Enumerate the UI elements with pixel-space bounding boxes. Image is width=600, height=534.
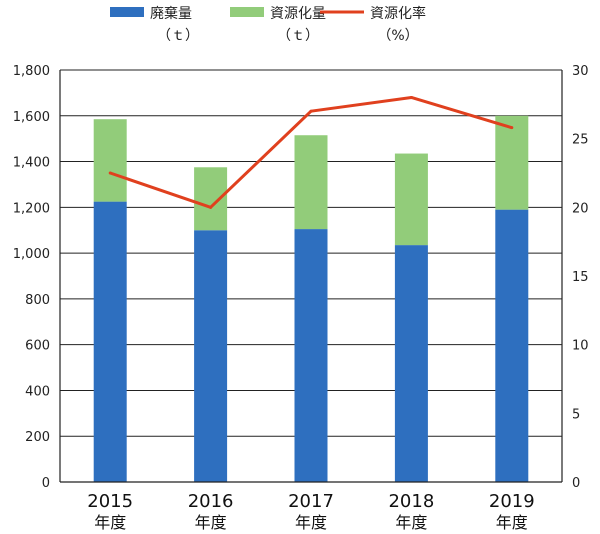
x-tick-label-suffix: 年度 bbox=[94, 513, 126, 532]
y-left-tick-label: 400 bbox=[25, 384, 50, 399]
y-right-tick-label: 25 bbox=[572, 133, 589, 148]
x-tick-label-suffix: 年度 bbox=[496, 513, 528, 532]
bar-waste bbox=[495, 209, 529, 482]
bar-recycled bbox=[194, 167, 228, 231]
legend-label: 廃棄量 bbox=[150, 5, 192, 22]
bar-recycled bbox=[394, 153, 428, 246]
x-tick-label-year: 2016 bbox=[188, 491, 234, 512]
bar-waste bbox=[394, 245, 428, 482]
y-right-tick-label: 5 bbox=[572, 407, 580, 422]
axes: 0 200 400 600 800 1,000 1,200 1,400 1,600 1,800 0 5… bbox=[13, 64, 589, 532]
x-tick-label-year: 2019 bbox=[489, 491, 535, 512]
bar-recycled bbox=[93, 119, 127, 202]
y-right-tick-label: 0 bbox=[572, 476, 580, 491]
legend: 廃棄量 （ｔ） 資源化量 （ｔ） 資源化率 （%） bbox=[110, 5, 426, 44]
rate-point bbox=[209, 205, 213, 209]
y-left-tick-label: 0 bbox=[42, 476, 50, 491]
y-right-tick-label: 10 bbox=[572, 339, 589, 354]
x-tick-label-year: 2015 bbox=[87, 491, 133, 512]
bar-recycled bbox=[495, 115, 529, 210]
legend-label: 資源化量 bbox=[270, 6, 326, 22]
x-tick-label-year: 2018 bbox=[388, 491, 434, 512]
bar-recycled bbox=[294, 135, 328, 230]
y-left-tick-label: 1,800 bbox=[13, 64, 50, 79]
legend-swatch bbox=[230, 7, 264, 17]
legend-label: 資源化率 bbox=[370, 5, 426, 22]
y-left-tick-label: 600 bbox=[25, 339, 50, 354]
x-tick-label-suffix: 年度 bbox=[395, 513, 427, 532]
y-left-tick-label: 1,400 bbox=[13, 156, 50, 171]
x-tick-label-suffix: 年度 bbox=[195, 513, 227, 532]
legend-swatch bbox=[110, 7, 144, 17]
y-left-tick-label: 800 bbox=[25, 293, 50, 308]
bar-waste bbox=[93, 201, 127, 482]
y-right-tick-label: 30 bbox=[572, 64, 589, 79]
y-left-tick-label: 1,200 bbox=[13, 201, 50, 216]
rate-point bbox=[108, 171, 112, 175]
y-right-tick-label: 15 bbox=[572, 270, 589, 285]
bar-waste bbox=[294, 229, 328, 482]
rate-point bbox=[309, 109, 313, 113]
y-left-tick-label: 200 bbox=[25, 430, 50, 445]
y-right-tick-label: 20 bbox=[572, 201, 589, 216]
rate-point bbox=[510, 126, 514, 130]
rate-line bbox=[108, 95, 514, 209]
legend-unit: （ｔ） bbox=[157, 28, 199, 44]
bar-waste bbox=[194, 230, 228, 482]
x-tick-label-year: 2017 bbox=[288, 491, 334, 512]
y-left-tick-label: 1,600 bbox=[13, 110, 50, 125]
legend-unit: （%） bbox=[377, 28, 418, 44]
bars bbox=[93, 115, 529, 482]
rate-point bbox=[409, 95, 413, 99]
legend-unit: （ｔ） bbox=[277, 28, 319, 44]
x-tick-label-suffix: 年度 bbox=[295, 513, 327, 532]
y-left-tick-label: 1,000 bbox=[13, 247, 50, 262]
